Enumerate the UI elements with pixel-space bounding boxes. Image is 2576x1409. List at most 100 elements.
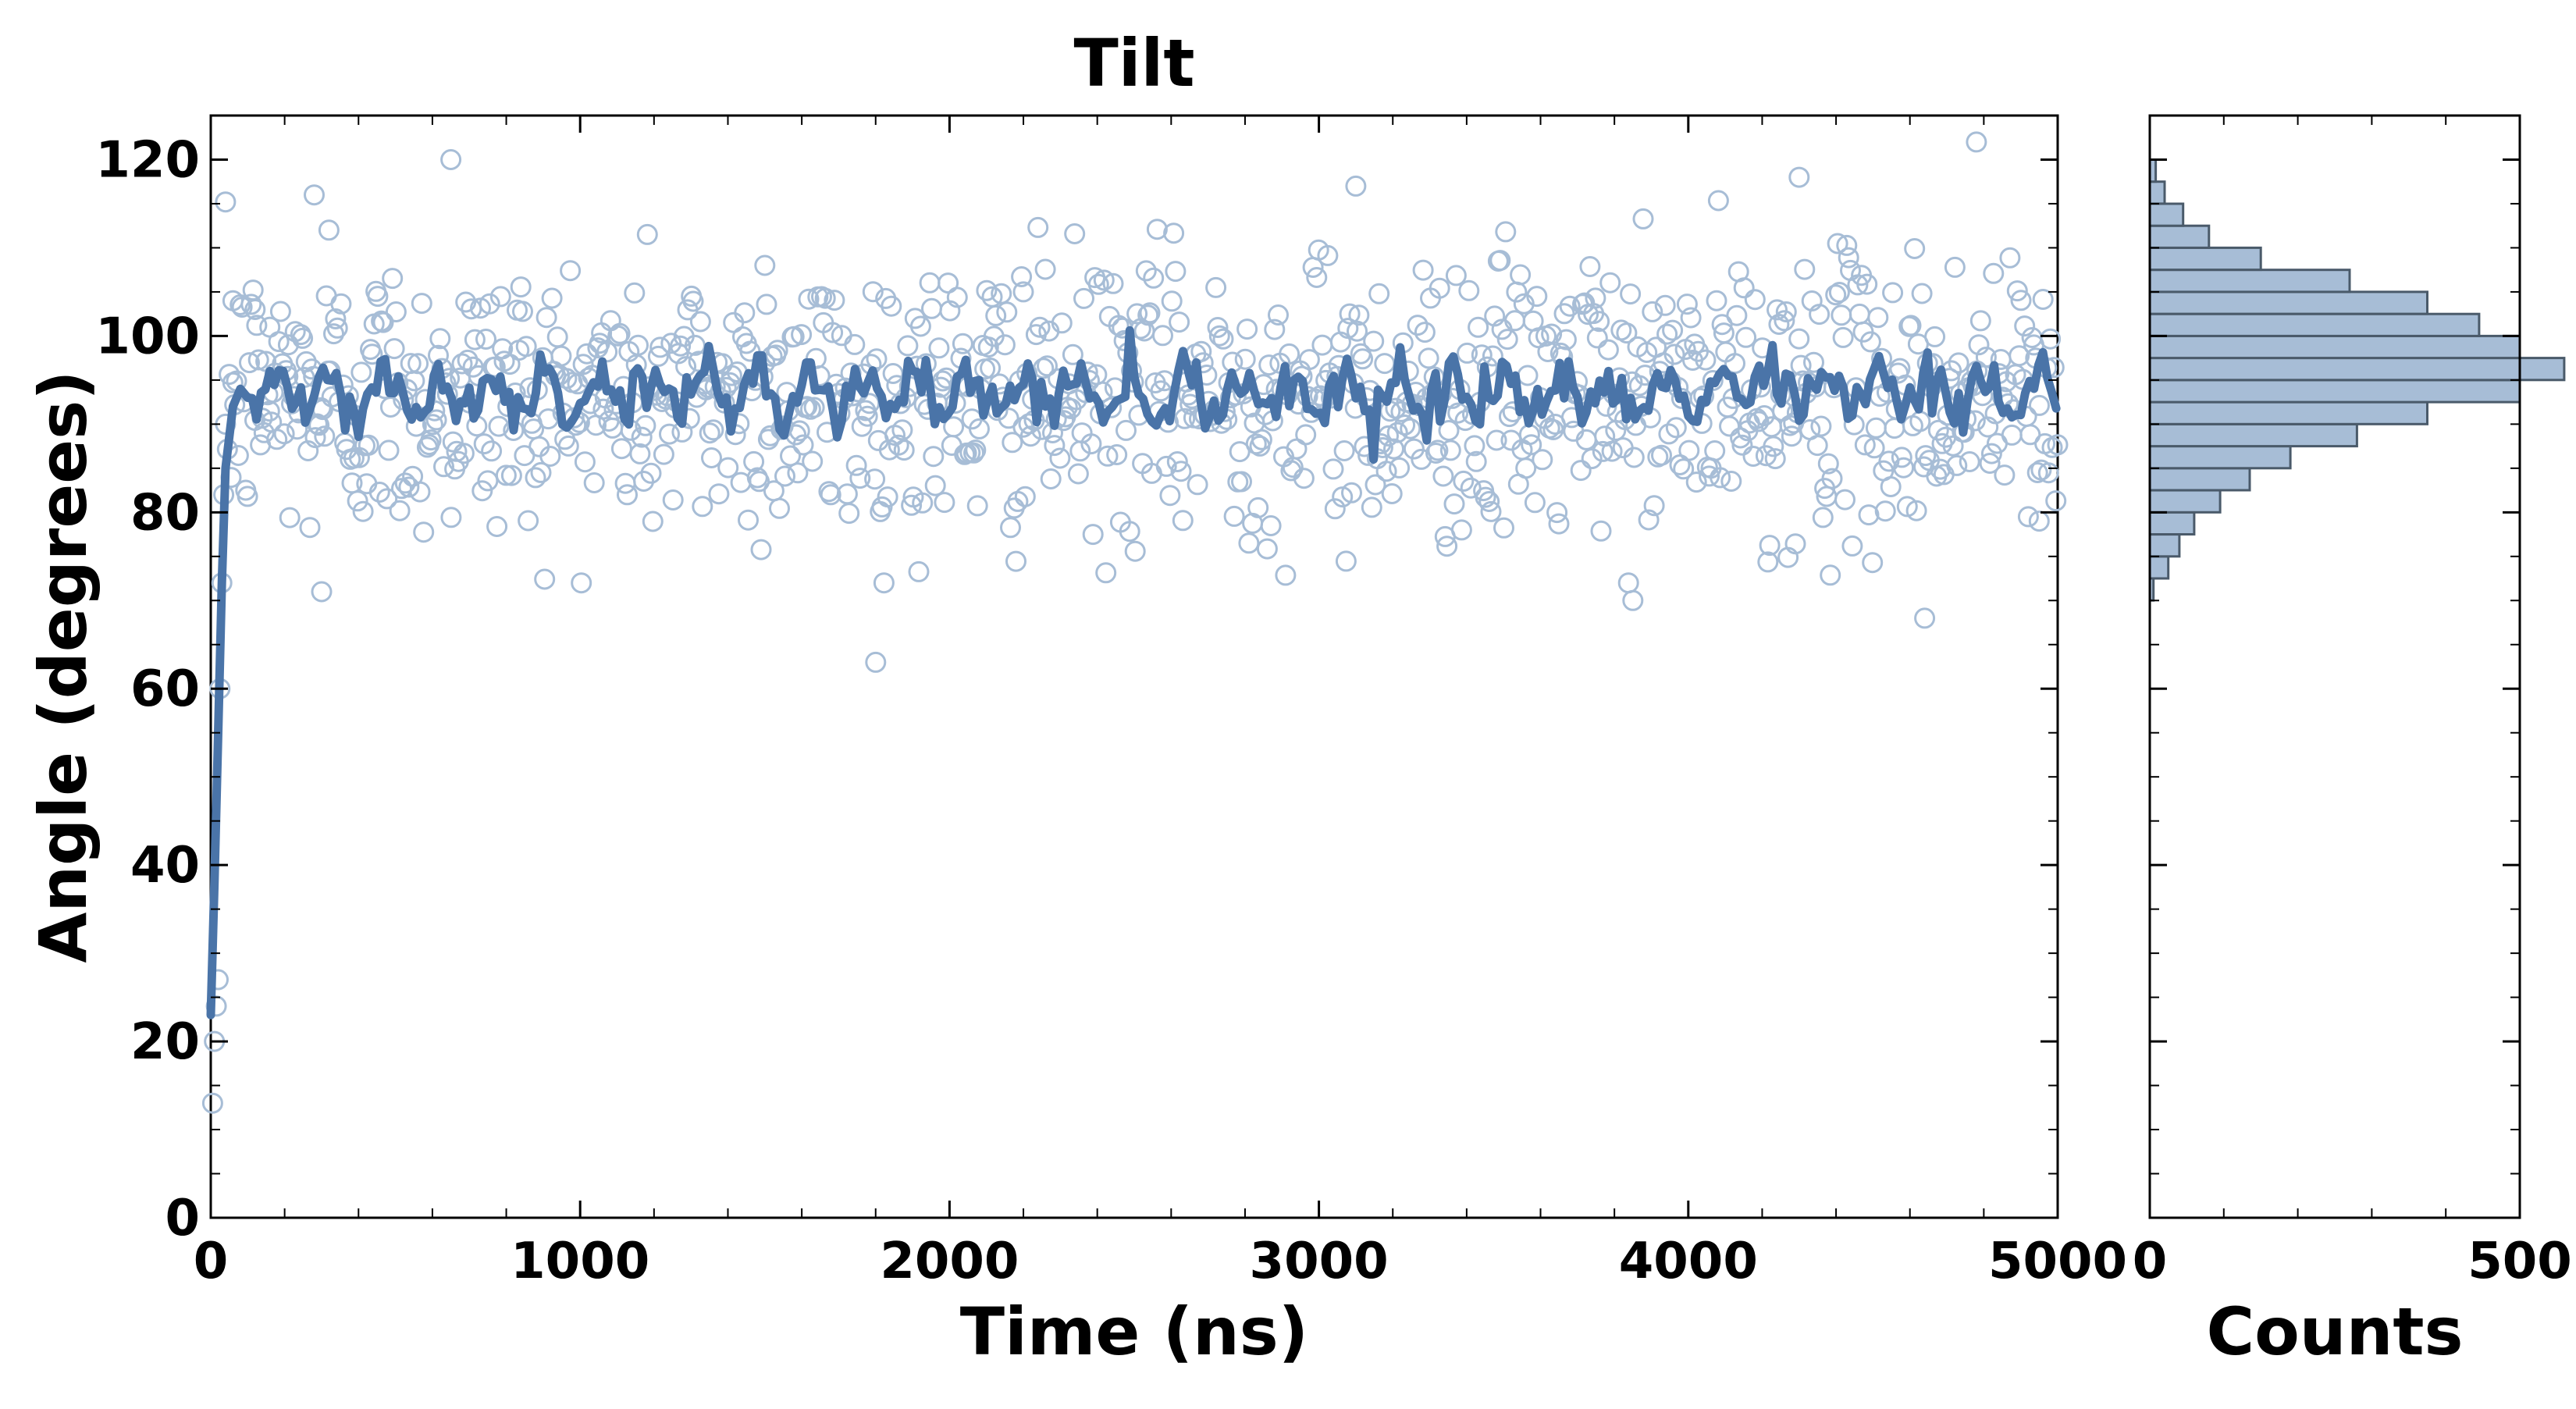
scatter-point [1102,272,1124,294]
scatter-point [1169,311,1190,333]
scatter-point [1496,329,1518,350]
scatter-point [535,307,557,329]
scatter-point [1828,282,1850,303]
scatter-point [882,363,904,384]
scatter-point [791,324,813,346]
histogram-bar [2148,357,2566,382]
histogram-plot-frame [2148,114,2521,1219]
scatter-point [1231,471,1252,493]
scatter-point [479,293,500,315]
scatter-point [723,311,745,333]
histogram-bar [2148,489,2222,514]
scatter-point [1293,468,1315,489]
scatter-point [253,422,275,443]
scatter-point [1900,315,1922,336]
scatter-point [1352,348,1374,370]
scatter-point [1000,517,1021,539]
scatter-point [1275,564,1297,586]
hist-x-tick-label: 0 [2133,1233,2168,1290]
scatter-point [409,481,431,503]
histogram-bars [2148,158,2566,602]
scatter-point [1882,282,1904,304]
scatter-point [215,191,237,213]
scatter-point [1403,438,1425,460]
scatter-point [1394,415,1416,436]
scatter-point [1381,483,1403,504]
scatter-point [1706,290,1727,311]
scatter-point [1831,304,1852,326]
scatter-point [1904,238,1926,259]
scatter-point [1979,453,2001,474]
scatter-point [326,317,348,339]
scatter-point [1030,418,1052,440]
scatter-point [1187,474,1208,496]
scatter-point [1599,272,1621,294]
scatter-point [1414,322,1436,343]
scatter-point [1427,439,1449,461]
scatter-point [820,484,841,506]
scatter-point [1788,166,1810,188]
scatter-point [1517,365,1539,386]
scatter-point [358,434,379,456]
main-axis-ticks: 0 1000 2000 3000 4000 5000 0 20 40 60 80 100 120 [95,116,2127,1290]
scatter-point [1126,303,1148,325]
scatter-point [1532,449,1553,471]
scatter-point [1748,411,1770,432]
scatter-point [1450,519,1472,541]
scatter-point [1027,216,1049,238]
scatter-point [440,149,462,170]
scatter-point [1767,299,1788,321]
scatter-point [1339,303,1361,325]
scatter-point [1911,283,1933,304]
scatter-point [928,337,950,359]
histogram-bar [2148,422,2358,448]
scatter-point [682,290,704,312]
scatter-point [385,301,407,322]
scatter-point [1335,550,1357,572]
scatter-point [1436,535,1458,557]
scatter-point [754,254,776,276]
scatter-point [1207,317,1229,338]
scatter-point [649,336,671,358]
scatter-point [976,279,998,301]
scatter-point [1208,325,1230,347]
scatter-point [1592,440,1614,462]
scatter-point [893,439,915,461]
scatter-point [1617,572,1639,594]
scatter-point [628,334,649,356]
scatter-point [919,272,941,294]
scatter-point [1763,436,1784,457]
scatter-point [1905,500,1927,521]
scatter-point [1298,349,1320,371]
scatter-point [1809,304,1831,326]
scatter-point [518,510,539,532]
histogram-bar [2148,467,2251,492]
scatter-point [734,302,756,324]
scatter-point [429,328,451,350]
scatter-point [1333,440,1355,461]
scatter-point [864,468,886,490]
scatter-point [662,489,684,511]
main-plot-area: 0 1000 2000 3000 4000 5000 0 20 40 60 80 100 120 [95,114,2127,1290]
scatter-point [1673,458,1695,480]
scatter-point [1095,562,1117,584]
scatter-point [856,405,878,427]
scatter-point [2006,280,2028,302]
scatter-point [269,301,291,322]
scatter-point [1447,402,1469,424]
scatter-point [1632,208,1654,229]
scatter-point [1817,453,1839,475]
histogram-bar [2148,202,2185,227]
scatter-point [1443,493,1465,515]
scatter-point [1662,319,1684,341]
scatter-point [1589,311,1610,333]
scatter-point [433,456,454,478]
scatter-point [2001,424,2023,446]
scatter-point [1464,435,1485,457]
scatter-point [277,334,299,356]
scatter-point [873,572,895,594]
scatter-point [1005,550,1026,572]
scatter-point [1279,343,1300,365]
histogram-bar [2148,224,2211,249]
scatter-point [1616,322,1638,344]
